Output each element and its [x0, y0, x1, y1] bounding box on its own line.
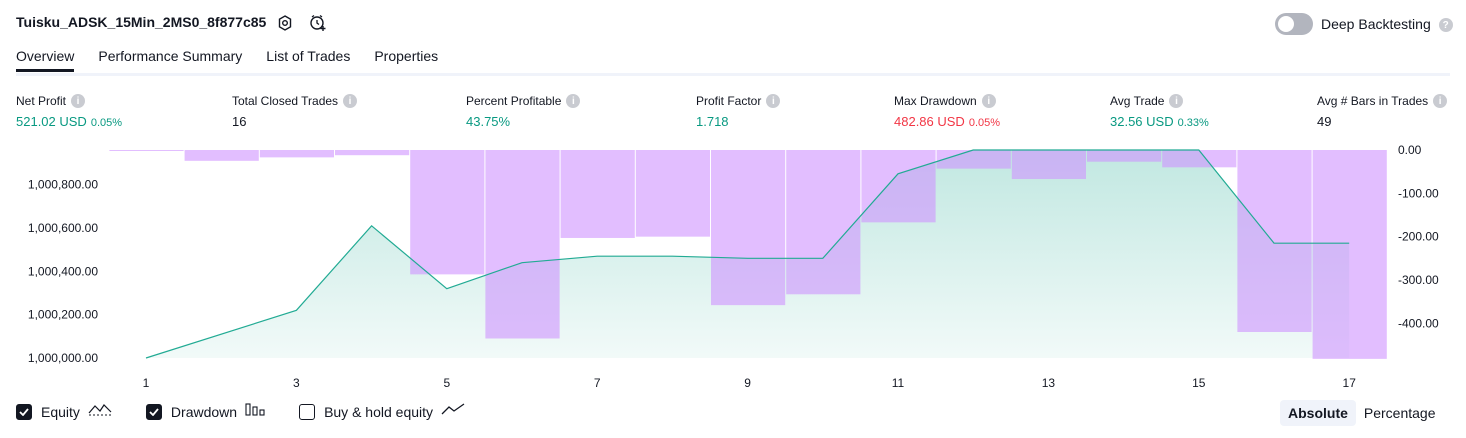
drawdown-bar	[786, 150, 861, 295]
left-axis-tick: 1,000,600.00	[28, 221, 98, 235]
drawdown-bar	[1162, 150, 1237, 168]
right-axis-tick: 0.00	[1398, 143, 1422, 157]
metric-max-drawdown: Max Drawdown i 482.86 USD 0.05%	[894, 94, 1001, 129]
metric-avg-bars-in-trades: Avg # Bars in Trades i 49	[1317, 94, 1448, 129]
help-icon[interactable]: i	[343, 94, 358, 108]
drawdown-bar	[1312, 150, 1387, 359]
help-icon[interactable]: i	[71, 94, 86, 108]
drawdown-bar	[335, 150, 410, 156]
equity-drawdown-chart[interactable]: 1,000,000.00 1,000,200.00 1,000,400.00 1,00…	[0, 140, 1466, 395]
x-axis-tick: 3	[293, 376, 300, 390]
equity-line-icon	[88, 402, 112, 421]
x-axis-tick: 1	[143, 376, 150, 390]
tab-performance-summary[interactable]: Performance Summary	[98, 48, 243, 64]
left-axis-tick: 1,000,000.00	[28, 351, 98, 365]
percentage-button[interactable]: Percentage	[1363, 405, 1436, 421]
deep-backtesting-label: Deep Backtesting ?	[1321, 16, 1453, 33]
buy-hold-line-icon	[441, 402, 465, 421]
x-axis-tick: 15	[1192, 376, 1206, 390]
tab-overview[interactable]: Overview	[16, 48, 75, 72]
tab-bar: Overview Performance Summary List of Tra…	[16, 48, 462, 72]
metric-net-profit: Net Profit i 521.02 USD 0.05%	[16, 94, 123, 129]
metric-total-closed-trades: Total Closed Trades i 16	[232, 94, 358, 129]
drawdown-bar	[635, 150, 710, 237]
drawdown-bar	[485, 150, 560, 339]
drawdown-checkbox[interactable]	[145, 403, 162, 420]
help-icon[interactable]: i	[981, 94, 996, 108]
drawdown-bar	[711, 150, 786, 306]
drawdown-bars-icon	[245, 402, 265, 421]
x-axis-tick: 13	[1042, 376, 1056, 390]
help-icon[interactable]: i	[1169, 94, 1184, 108]
drawdown-bar	[560, 150, 635, 238]
drawdown-bar	[410, 150, 485, 275]
x-axis-tick: 17	[1343, 376, 1357, 390]
right-axis-tick: -300.00	[1398, 273, 1439, 287]
equity-line	[145, 149, 1350, 359]
left-axis-tick: 1,000,200.00	[28, 308, 98, 322]
absolute-button[interactable]: Absolute	[1280, 400, 1356, 426]
metric-percent-profitable: Percent Profitable i 43.75%	[466, 94, 581, 129]
tab-list-of-trades[interactable]: List of Trades	[266, 48, 351, 64]
toggle-knob	[1278, 16, 1294, 32]
value-mode-switch: Absolute Percentage	[1280, 400, 1444, 426]
equity-area	[146, 150, 1350, 358]
right-axis-tick: -100.00	[1398, 186, 1439, 200]
tab-properties[interactable]: Properties	[374, 48, 439, 64]
drawdown-bar	[259, 150, 334, 158]
drawdown-bar	[1087, 150, 1162, 162]
strategy-title: Tuisku_ADSK_15Min_2MS0_8f877c85	[16, 14, 267, 30]
x-axis-tick: 11	[892, 376, 905, 390]
help-icon[interactable]: ?	[1438, 18, 1453, 33]
legend-drawdown-toggle[interactable]: Drawdown	[145, 402, 265, 421]
legend-buy-hold-toggle[interactable]: Buy & hold equity	[299, 402, 465, 421]
help-icon[interactable]: i	[1433, 94, 1448, 108]
x-axis-tick: 5	[443, 376, 450, 390]
metric-profit-factor: Profit Factor i 1.718	[696, 94, 781, 129]
drawdown-bar	[1237, 150, 1312, 332]
right-axis-tick: -200.00	[1398, 230, 1439, 244]
left-axis-tick: 1,000,400.00	[28, 264, 98, 278]
drawdown-bar	[109, 150, 184, 151]
tab-divider	[16, 73, 1450, 76]
help-icon[interactable]: i	[566, 94, 581, 108]
x-axis-tick: 9	[744, 376, 751, 390]
help-icon[interactable]: i	[766, 94, 781, 108]
metric-avg-trade: Avg Trade i 32.56 USD 0.33%	[1110, 94, 1209, 129]
drawdown-bar	[936, 150, 1011, 169]
deep-backtesting-toggle[interactable]	[1275, 13, 1313, 35]
chart-legend: Equity Drawdown Buy & hold equity	[16, 402, 499, 421]
equity-checkbox[interactable]	[16, 403, 32, 420]
right-axis-tick: -400.00	[1398, 316, 1439, 330]
drawdown-bar	[861, 150, 936, 223]
drawdown-bar	[184, 150, 259, 161]
legend-equity-toggle[interactable]: Equity	[16, 402, 112, 421]
buy-hold-checkbox[interactable]	[299, 403, 316, 420]
x-axis-tick: 7	[594, 376, 601, 390]
left-axis-tick: 1,000,800.00	[28, 178, 98, 192]
settings-gear-icon[interactable]	[275, 13, 295, 33]
drawdown-bar	[1011, 150, 1086, 180]
add-alert-clock-icon[interactable]	[308, 13, 328, 33]
